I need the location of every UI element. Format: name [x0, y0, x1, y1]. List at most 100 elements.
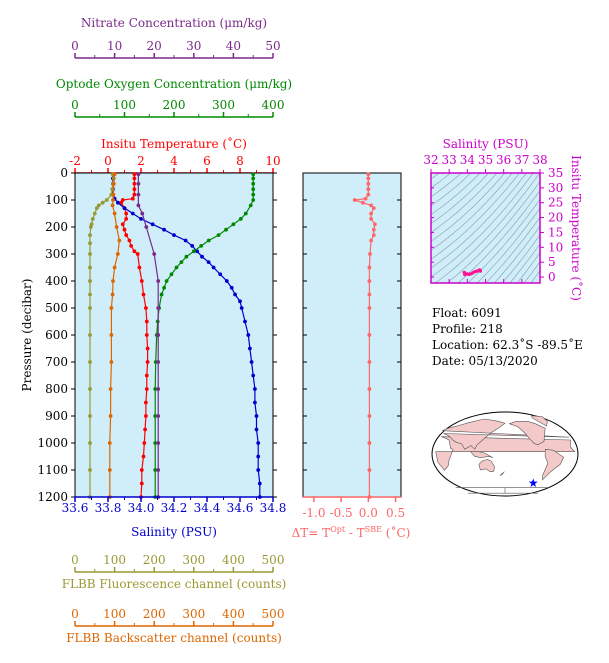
salinity-tick-label: 34.6 [227, 501, 254, 515]
salinity-point [211, 265, 216, 270]
density-contour [431, 173, 490, 224]
fluorescence-point [96, 203, 101, 208]
salinity-point [254, 414, 259, 418]
ts-temperature-tick-label: 0 [548, 270, 556, 284]
delta-t-panel: -1.0 -0.5 0.0 0.5 ΔT= TOpt - TSBE (˚C) [292, 172, 411, 540]
ts-salinity-tick-label: 38 [532, 153, 547, 167]
salinity-point [238, 299, 242, 304]
density-contour [509, 243, 540, 283]
backscatter-point [109, 333, 114, 337]
backscatter-point [108, 414, 113, 418]
salinity-point [248, 346, 252, 351]
fluorescence-tick-label: 300 [182, 553, 205, 567]
density-contour [457, 190, 540, 283]
backscatter-tick-label: 200 [143, 607, 166, 621]
temperature-point [144, 333, 149, 337]
fluorescence-point [88, 279, 92, 283]
ts-salinity-tick-label: 37 [514, 153, 529, 167]
temperature-point [135, 252, 140, 256]
map-landmass [442, 418, 570, 450]
backscatter-point [112, 265, 117, 270]
float-location-marker: ★ [528, 476, 539, 490]
nitrate-point [144, 225, 149, 229]
salinity-point [122, 206, 127, 211]
fluorescence-point [88, 292, 92, 297]
temperature-point [139, 279, 144, 283]
salinity-point [162, 227, 167, 232]
salinity-axis-label: Salinity (PSU) [131, 525, 217, 539]
backscatter-tick-label: 300 [182, 607, 205, 621]
salinity-point [256, 468, 261, 472]
temperature-tick-label: 0 [104, 154, 112, 168]
backscatter-point [111, 192, 116, 197]
fluorescence-point [88, 225, 93, 229]
delta-t-point [371, 233, 376, 238]
oxygen-point [153, 387, 158, 391]
delta-t-point [366, 187, 371, 192]
nitrate-point [156, 306, 161, 310]
delta-t-point [367, 387, 372, 391]
fluorescence-point [88, 241, 92, 246]
density-contour [431, 173, 452, 189]
backscatter-point [107, 441, 112, 445]
delta-t-tick-label: -0.5 [330, 506, 353, 520]
density-contour [431, 173, 481, 215]
oxygen-point [179, 260, 184, 264]
delta-t-point [373, 222, 377, 227]
temperature-point [124, 217, 129, 221]
oxygen-point [199, 244, 204, 248]
main-plot-area [74, 172, 274, 498]
nitrate-point [156, 441, 161, 445]
temperature-point [144, 319, 149, 324]
ts-salinity-tick-label: 33 [442, 153, 457, 167]
map-landmass [530, 415, 548, 427]
temperature-point [119, 200, 124, 205]
delta-t-point [367, 306, 372, 310]
temperature-point [144, 373, 149, 378]
fluorescence-tick-label: 400 [222, 553, 245, 567]
delta-t-line [354, 174, 376, 497]
fluorescence-point [88, 414, 92, 418]
pressure-tick-label: 1000 [37, 436, 68, 450]
density-contour [431, 173, 472, 206]
ts-salinity-tick-label: 34 [460, 153, 476, 167]
oxygen-point [224, 227, 228, 232]
nitrate-tick-label: 50 [265, 39, 280, 53]
salinity-point [195, 249, 200, 254]
delta-t-point [366, 176, 371, 181]
delta-t-axis-label: ΔT= TOpt - TSBE (˚C) [292, 525, 411, 540]
temperature-point [139, 481, 144, 486]
oxygen-tick-label: 0 [71, 98, 79, 112]
ts-temperature-axis-label: Insitu Temperature (˚C) [569, 155, 584, 301]
delta-t-point [368, 252, 372, 256]
temperature-point [132, 249, 137, 254]
oxygen-tick-label: 100 [113, 98, 136, 112]
fluorescence-point [94, 206, 99, 211]
nitrate-point [136, 203, 141, 208]
nitrate-tick-label: 20 [147, 39, 162, 53]
oxygen-point [238, 217, 243, 221]
nitrate-point [156, 360, 161, 364]
backscatter-axis-label: FLBB Backscatter channel (counts) [66, 631, 282, 645]
backscatter-point [114, 225, 119, 229]
map-landmass [542, 448, 565, 481]
pressure-tick-label: 0 [60, 166, 68, 180]
density-contour [485, 216, 540, 283]
oxygen-point [164, 279, 169, 283]
pressure-tick-label: 900 [45, 409, 68, 423]
backscatter-point [112, 172, 117, 177]
backscatter-point [115, 252, 120, 256]
salinity-point [239, 306, 244, 310]
temperature-point [145, 360, 150, 364]
ts-salinity-tick-label: 35 [478, 153, 493, 167]
fluorescence-point [104, 198, 109, 202]
main-panel: 0 100 200 300 400 500 600 700 800 900 1000 1100 1200… [20, 166, 277, 504]
fluorescence-point [88, 441, 92, 445]
pressure-tick-label: 1100 [37, 463, 68, 477]
ts-temperature-tick-label: 35 [548, 166, 563, 180]
date-text: Date: 05/13/2020 [432, 354, 538, 368]
density-contour [516, 252, 540, 283]
ts-plot-area [431, 173, 540, 283]
salinity-point [200, 254, 204, 259]
delta-t-point [366, 192, 371, 197]
